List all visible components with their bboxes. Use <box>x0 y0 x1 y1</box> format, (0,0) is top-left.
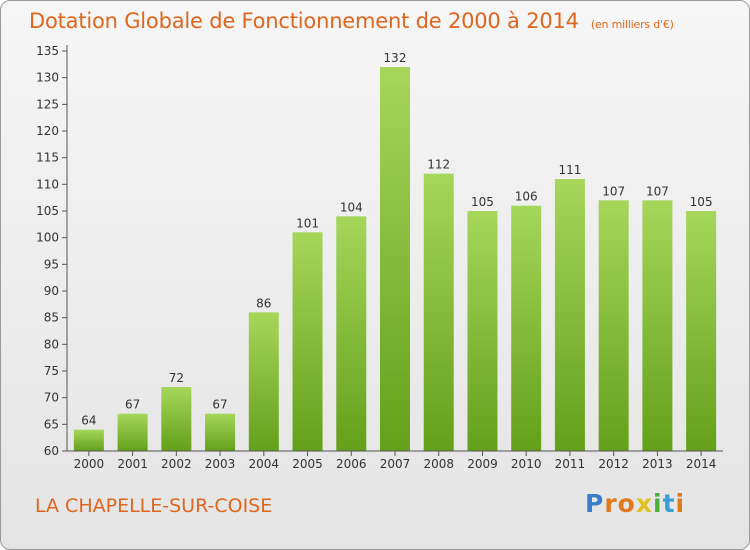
bar[interactable] <box>467 211 498 451</box>
bar[interactable] <box>205 413 236 451</box>
y-tick-label: 100 <box>36 231 59 245</box>
logo-letter: t <box>662 489 676 518</box>
x-tick-label: 2009 <box>467 457 498 471</box>
bar-value-label: 105 <box>471 195 494 209</box>
bar[interactable] <box>292 232 323 451</box>
x-tick-label: 2011 <box>555 457 586 471</box>
x-tick-label: 2007 <box>380 457 411 471</box>
title-unit: (en milliers d'€) <box>590 18 674 31</box>
x-tick-label: 2005 <box>292 457 323 471</box>
bar[interactable] <box>380 67 410 451</box>
x-tick-label: 2012 <box>598 457 629 471</box>
logo-letter: x <box>635 489 653 518</box>
x-tick-label: 2004 <box>249 457 280 471</box>
bar[interactable] <box>73 429 104 451</box>
title-text: Dotation Globale de Fonctionnement de 20… <box>29 9 579 33</box>
bar-value-label: 106 <box>515 190 538 204</box>
bar-value-label: 104 <box>340 200 363 214</box>
bar-value-label: 67 <box>212 398 227 412</box>
logo-letter: i <box>675 489 686 518</box>
logo-letter: i <box>653 489 663 518</box>
logo-letter: P <box>585 489 605 518</box>
bar[interactable] <box>642 200 673 451</box>
bar-value-label: 64 <box>81 414 96 428</box>
proxiti-logo[interactable]: Proxiti <box>585 489 685 518</box>
y-tick-label: 110 <box>36 177 59 191</box>
x-axis: 2000 2001 2002 2003 2004 2005 2006 2007 2008 2009… <box>67 450 723 471</box>
y-tick-label: 75 <box>44 364 59 378</box>
logo-letter: r <box>604 489 618 518</box>
bar[interactable] <box>161 387 192 451</box>
bar-value-label: 132 <box>384 51 407 65</box>
bar-value-label: 67 <box>125 398 140 412</box>
y-tick-label: 125 <box>36 97 59 111</box>
y-tick-label: 70 <box>44 391 59 405</box>
y-axis: 60 65 70 75 80 85 90 95 100 105 110 115 120 125 130 135 <box>36 44 68 458</box>
bar[interactable] <box>511 205 542 451</box>
bar-value-label: 101 <box>296 216 319 230</box>
x-tick-label: 2000 <box>74 457 105 471</box>
y-tick-label: 65 <box>44 417 59 431</box>
bar[interactable] <box>248 312 279 451</box>
bar[interactable] <box>117 413 148 451</box>
y-tick-label: 135 <box>36 44 59 58</box>
x-tick-label: 2006 <box>336 457 367 471</box>
x-tick-label: 2010 <box>511 457 542 471</box>
x-tick-label: 2014 <box>686 457 717 471</box>
logo-letter: o <box>617 489 636 518</box>
y-tick-label: 130 <box>36 71 59 85</box>
bar-value-label: 107 <box>602 184 625 198</box>
y-tick-label: 95 <box>44 257 59 271</box>
y-tick-label: 85 <box>44 311 59 325</box>
bar-value-label: 107 <box>646 184 669 198</box>
bars: 64 67 72 67 86 101 104 132 112 105 106 111 107 107 105 <box>73 51 717 451</box>
bar[interactable] <box>686 211 717 451</box>
y-tick-label: 60 <box>44 444 59 458</box>
bar[interactable] <box>554 179 585 451</box>
bar-value-label: 111 <box>558 163 581 177</box>
y-tick-label: 90 <box>44 284 59 298</box>
x-tick-label: 2013 <box>642 457 673 471</box>
x-tick-label: 2003 <box>205 457 236 471</box>
y-tick-label: 120 <box>36 124 59 138</box>
y-tick-label: 115 <box>36 151 59 165</box>
chart-title: Dotation Globale de Fonctionnement de 20… <box>29 9 674 33</box>
bar-value-label: 112 <box>427 158 450 172</box>
y-tick-label: 80 <box>44 337 59 351</box>
y-tick-label: 105 <box>36 204 59 218</box>
bar-value-label: 86 <box>256 296 271 310</box>
bar-value-label: 72 <box>169 371 184 385</box>
x-tick-label: 2002 <box>161 457 192 471</box>
x-tick-label: 2008 <box>423 457 454 471</box>
bar[interactable] <box>336 216 367 451</box>
bar[interactable] <box>598 200 629 451</box>
commune-name: LA CHAPELLE-SUR-COISE <box>35 495 273 517</box>
bar-value-label: 105 <box>690 195 713 209</box>
x-tick-label: 2001 <box>117 457 148 471</box>
bar[interactable] <box>423 173 454 451</box>
